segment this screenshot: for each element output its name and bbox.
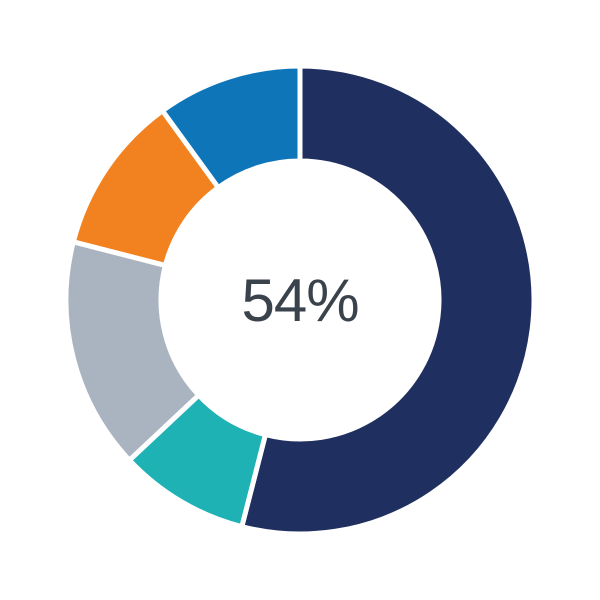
donut-hole [161,161,439,439]
center-value-label: 54% [241,266,359,334]
